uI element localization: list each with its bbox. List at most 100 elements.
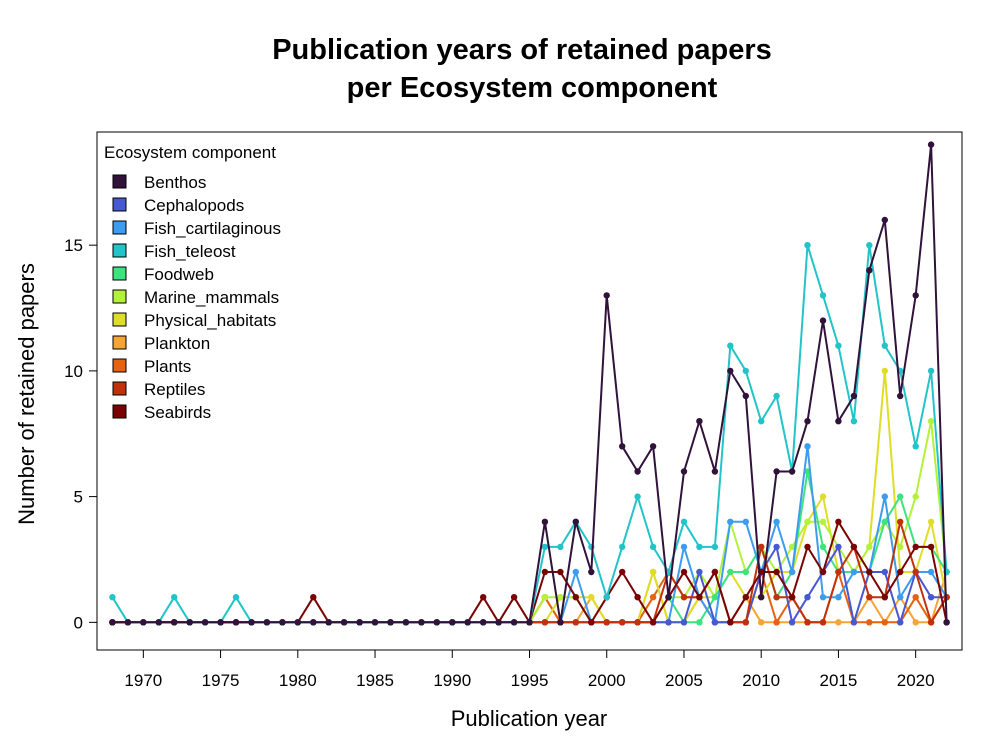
legend-swatch [112, 266, 127, 281]
x-tick-label: 2010 [742, 671, 780, 690]
data-point [866, 543, 873, 551]
data-point [758, 594, 765, 601]
legend-label: Reptiles [144, 380, 205, 399]
data-point [171, 594, 178, 601]
data-point [356, 619, 363, 626]
data-point [881, 518, 888, 525]
data-point [541, 619, 549, 626]
data-point [619, 543, 626, 551]
x-tick-label: 2015 [820, 671, 858, 690]
data-point [418, 619, 425, 626]
data-point [588, 594, 595, 601]
data-point [665, 594, 672, 601]
data-point [510, 619, 518, 626]
legend-swatch [112, 220, 127, 235]
data-point [711, 619, 719, 626]
data-point [804, 594, 811, 601]
data-point [619, 568, 626, 576]
data-point [850, 543, 858, 551]
data-point [897, 518, 904, 525]
legend-label: Fish_cartilaginous [144, 219, 281, 238]
x-tick-label: 1985 [356, 671, 394, 690]
data-point [109, 594, 116, 601]
data-point [819, 292, 827, 299]
data-point [927, 568, 935, 576]
data-point [927, 367, 935, 375]
data-point [788, 543, 796, 551]
legend-item-fish-teleost: Fish_teleost [112, 242, 236, 261]
data-point [835, 594, 842, 601]
legend-swatch [112, 243, 127, 258]
data-point [572, 619, 579, 626]
data-point [325, 619, 332, 626]
data-point [603, 594, 610, 601]
data-point [850, 392, 858, 400]
legend-item-foodweb: Foodweb [112, 265, 214, 284]
data-point [927, 418, 935, 425]
data-point [742, 568, 749, 576]
data-point [897, 619, 904, 626]
legend-swatch [112, 174, 127, 189]
y-tick-label: 10 [64, 362, 83, 381]
x-tick-label: 1980 [279, 671, 317, 690]
data-point [510, 594, 518, 601]
data-point [480, 619, 487, 626]
data-point [897, 568, 904, 576]
data-point [727, 342, 734, 349]
series-benthos [109, 141, 950, 626]
data-point [433, 619, 440, 626]
data-point [649, 443, 657, 450]
data-point [804, 443, 811, 450]
data-point [835, 518, 842, 525]
data-point [248, 619, 255, 626]
data-point [835, 619, 842, 626]
data-point [541, 518, 549, 525]
data-point [881, 619, 888, 626]
data-point [124, 619, 132, 626]
data-point [696, 594, 703, 601]
data-point [881, 493, 888, 500]
data-point [680, 619, 688, 626]
series-foodweb [109, 468, 950, 626]
legend-label: Cephalopods [144, 196, 244, 215]
chart-title-line-1: Publication years of retained papers [272, 34, 772, 66]
data-point [727, 518, 734, 525]
data-point [835, 342, 842, 349]
data-point [927, 141, 935, 148]
y-axis-label: Number of retained papers [14, 263, 39, 525]
x-tick-label: 2000 [588, 671, 626, 690]
data-point [727, 619, 734, 626]
data-point [742, 619, 749, 626]
data-point [557, 568, 564, 576]
data-point [758, 619, 765, 626]
data-point [371, 619, 379, 626]
data-point [696, 543, 703, 551]
data-point [109, 619, 116, 626]
data-point [696, 418, 703, 425]
legend-label: Plants [144, 357, 191, 376]
data-point [881, 367, 888, 375]
legend-swatch [112, 358, 127, 373]
data-point [773, 518, 780, 525]
data-point [402, 619, 410, 626]
y-tick-label: 15 [64, 236, 83, 255]
data-point [649, 568, 657, 576]
legend-item-reptiles: Reptiles [112, 380, 205, 399]
data-point [680, 468, 688, 475]
data-point [557, 594, 564, 601]
legend-item-marine-mammals: Marine_mammals [112, 288, 279, 307]
legend-title: Ecosystem component [104, 143, 276, 162]
data-point [572, 568, 579, 576]
data-point [819, 594, 827, 601]
legend-items: Benthos Cephalopods Fish_cartilaginous Fish… [112, 173, 281, 422]
data-point [819, 317, 827, 324]
series-seabirds [109, 518, 950, 626]
data-point [742, 392, 749, 400]
legend-item-fish-cartilaginous: Fish_cartilaginous [112, 219, 281, 238]
data-point [619, 619, 626, 626]
x-tick-label: 1995 [511, 671, 549, 690]
data-point [788, 619, 796, 626]
data-point [881, 216, 888, 224]
data-point [912, 594, 919, 601]
